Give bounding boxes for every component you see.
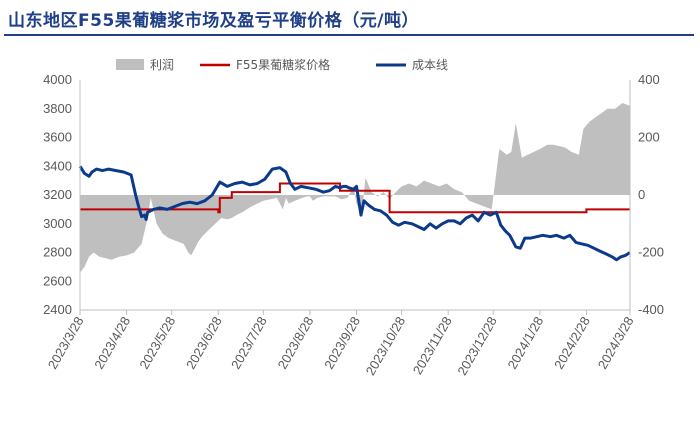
- legend-label-cost: 成本线: [412, 58, 448, 72]
- x-tick-label: 2023/6/28: [183, 314, 225, 372]
- y-right-tick-label: -400: [638, 302, 664, 317]
- y-left-tick-label: 2400: [43, 302, 72, 317]
- y-right-tick-label: 400: [638, 72, 660, 87]
- y-left-tick-label: 3600: [43, 130, 72, 145]
- x-tick-label: 2023/5/28: [136, 314, 178, 372]
- x-tick-label: 2023/4/28: [91, 314, 133, 372]
- y-right-tick-label: 0: [638, 187, 645, 202]
- legend-label-price: F55果葡糖浆价格: [236, 57, 330, 72]
- y-left-tick-label: 3400: [43, 158, 72, 173]
- y-left-tick-label: 3000: [43, 216, 72, 231]
- legend-swatch-profit: [116, 59, 144, 70]
- x-tick-label: 2024/2/28: [551, 314, 593, 372]
- y-left-tick-label: 3800: [43, 101, 72, 116]
- y-left-tick-label: 2600: [43, 273, 72, 288]
- x-tick-label: 2023/3/28: [45, 314, 87, 372]
- y-left-tick-label: 4000: [43, 72, 72, 87]
- y-left-tick-label: 2800: [43, 245, 72, 260]
- x-tick-label: 2023/11/28: [410, 314, 455, 377]
- y-right-tick-label: 200: [638, 130, 660, 145]
- x-tick-label: 2024/1/28: [504, 314, 546, 372]
- x-tick-label: 2023/9/28: [321, 314, 363, 372]
- x-tick-label: 2023/10/28: [363, 314, 409, 378]
- x-tick-label: 2024/3/28: [595, 314, 637, 372]
- y-right-tick-label: -200: [638, 245, 664, 260]
- x-tick-label: 2023/8/28: [275, 314, 317, 372]
- legend: 利润 F55果葡糖浆价格 成本线: [116, 57, 448, 72]
- legend-label-profit: 利润: [150, 58, 174, 72]
- x-tick-label: 2023/12/28: [454, 314, 500, 378]
- y-left-tick-label: 3200: [43, 187, 72, 202]
- x-tick-label: 2023/7/28: [228, 314, 270, 372]
